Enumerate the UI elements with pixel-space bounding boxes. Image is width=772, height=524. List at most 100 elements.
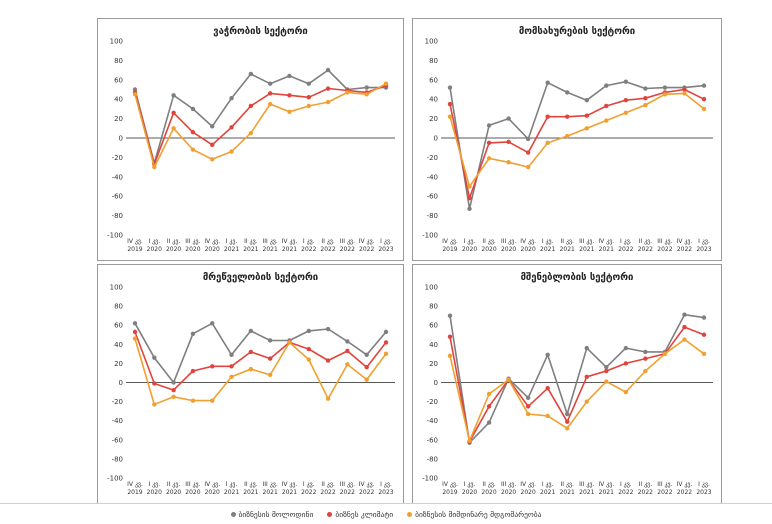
data-point-current-state	[267, 372, 273, 378]
x-tick-quarter: IV კვ.	[520, 238, 536, 245]
data-point-current-state	[604, 118, 609, 123]
x-tick-quarter: III კვ.	[579, 481, 594, 488]
x-tick-year: 2020	[521, 489, 536, 496]
data-point-climate	[623, 361, 629, 366]
data-point-climate	[701, 97, 707, 102]
x-tick-year: 2020	[462, 489, 477, 496]
x-tick-year: 2023	[696, 246, 711, 253]
x-tick-quarter: III კვ.	[340, 481, 355, 488]
x-tick-quarter: IV კვ.	[127, 481, 143, 488]
x-tick-quarter: I კვ.	[380, 481, 392, 488]
x-tick-quarter: II კვ.	[321, 238, 335, 245]
data-point-current-state	[325, 99, 331, 105]
data-point-current-state	[525, 411, 531, 417]
chart-industry-svg: მრეწველობის სექტორი 100 80 60 40 20 0 -20 -40 -60…	[107, 272, 395, 496]
data-point-expectations	[506, 116, 511, 121]
x-tick-quarter: I კვ.	[148, 481, 160, 488]
data-point-expectations	[306, 328, 311, 334]
x-tick-quarter: IV კვ.	[520, 481, 536, 488]
x-tick-year: 2021	[579, 489, 594, 496]
data-point-current-state	[565, 133, 570, 139]
data-point-current-state	[210, 398, 215, 403]
x-tick-quarter: I კვ.	[303, 238, 315, 245]
data-point-expectations	[604, 365, 609, 370]
x-tick-quarter: I კვ.	[303, 481, 315, 488]
y-tick-label: 60	[114, 322, 123, 330]
x-tick-year: 2021	[243, 489, 258, 496]
y-tick-label: -60	[112, 193, 123, 201]
data-point-current-state	[662, 351, 668, 357]
x-tick-year: 2020	[501, 246, 516, 253]
data-point-expectations	[210, 124, 215, 129]
data-point-climate	[701, 332, 707, 337]
data-point-current-state	[229, 149, 234, 154]
x-tick-quarter: IV კვ.	[677, 481, 693, 488]
series-line-current-state	[449, 338, 705, 442]
series-line-expectations	[449, 313, 705, 444]
x-tick-year: 2022	[359, 246, 374, 253]
chart-services-svg: მომსახურების სექტორი 100 80 60 40 20 0 -20 -40 -6…	[422, 26, 713, 253]
y-tick-label: 100	[110, 284, 123, 292]
x-tick-year: 2022	[359, 489, 374, 496]
x-tick-quarter: IV კვ.	[442, 238, 458, 245]
x-tick-quarter: I კვ.	[698, 481, 710, 488]
data-point-expectations	[190, 331, 196, 336]
data-point-current-state	[682, 91, 687, 96]
chart-title: მომსახურების სექტორი	[519, 26, 635, 37]
data-point-current-state	[525, 164, 531, 170]
data-point-expectations	[545, 80, 550, 85]
legend-marker-expectations	[230, 511, 236, 517]
data-point-climate	[267, 91, 273, 96]
data-point-expectations	[287, 73, 292, 79]
data-point-current-state	[662, 92, 668, 97]
y-tick-label: 20	[114, 360, 123, 368]
x-tick-year: 2021	[224, 246, 239, 253]
y-tick-label: -60	[112, 436, 123, 444]
data-point-expectations	[364, 85, 369, 90]
data-point-expectations	[584, 345, 589, 351]
y-tick-label: 0	[119, 379, 123, 387]
data-point-climate	[643, 356, 648, 361]
data-point-current-state	[287, 109, 292, 115]
data-point-expectations	[643, 86, 648, 91]
y-tick-label: 60	[429, 322, 438, 330]
series-line-expectations	[134, 322, 387, 384]
x-tick-year: 2020	[205, 489, 220, 496]
data-point-current-state	[545, 413, 550, 419]
x-tick-year: 2021	[560, 246, 575, 253]
x-tick-quarter: II კვ.	[167, 481, 181, 488]
y-tick-label: -100	[107, 232, 123, 240]
data-point-current-state	[383, 351, 389, 357]
data-point-climate	[248, 103, 254, 109]
data-point-climate	[190, 129, 196, 135]
data-point-climate	[132, 329, 138, 335]
x-tick-year: 2019	[127, 246, 142, 253]
x-tick-year: 2020	[205, 246, 220, 253]
data-point-current-state	[447, 114, 453, 119]
data-point-current-state	[325, 396, 331, 401]
series-line-climate	[449, 88, 705, 199]
x-tick-quarter: IV კვ.	[282, 238, 298, 245]
chart-legend: ბიზნესის მოლოდინი ბიზნეს კლიმატი ბიზნესი…	[0, 506, 772, 522]
data-point-expectations	[701, 315, 707, 320]
data-point-expectations	[171, 93, 176, 98]
data-point-expectations	[604, 83, 609, 88]
x-tick-year: 2020	[166, 246, 181, 253]
data-point-expectations	[152, 355, 157, 360]
data-point-climate	[584, 374, 589, 379]
data-point-climate	[565, 114, 570, 119]
data-point-expectations	[623, 345, 629, 351]
x-tick-year: 2021	[579, 246, 594, 253]
data-point-climate	[325, 86, 331, 91]
data-point-climate	[383, 340, 389, 345]
data-point-current-state	[682, 337, 687, 342]
x-tick-year: 2022	[301, 489, 316, 496]
y-tick-label: -100	[107, 475, 123, 483]
data-point-climate	[447, 101, 453, 107]
data-point-current-state	[306, 103, 311, 109]
data-point-current-state	[467, 184, 472, 189]
x-tick-quarter: III კვ.	[657, 481, 672, 488]
x-tick-year: 2022	[618, 246, 633, 253]
data-point-current-state	[132, 336, 138, 341]
x-tick-year: 2023	[378, 246, 393, 253]
